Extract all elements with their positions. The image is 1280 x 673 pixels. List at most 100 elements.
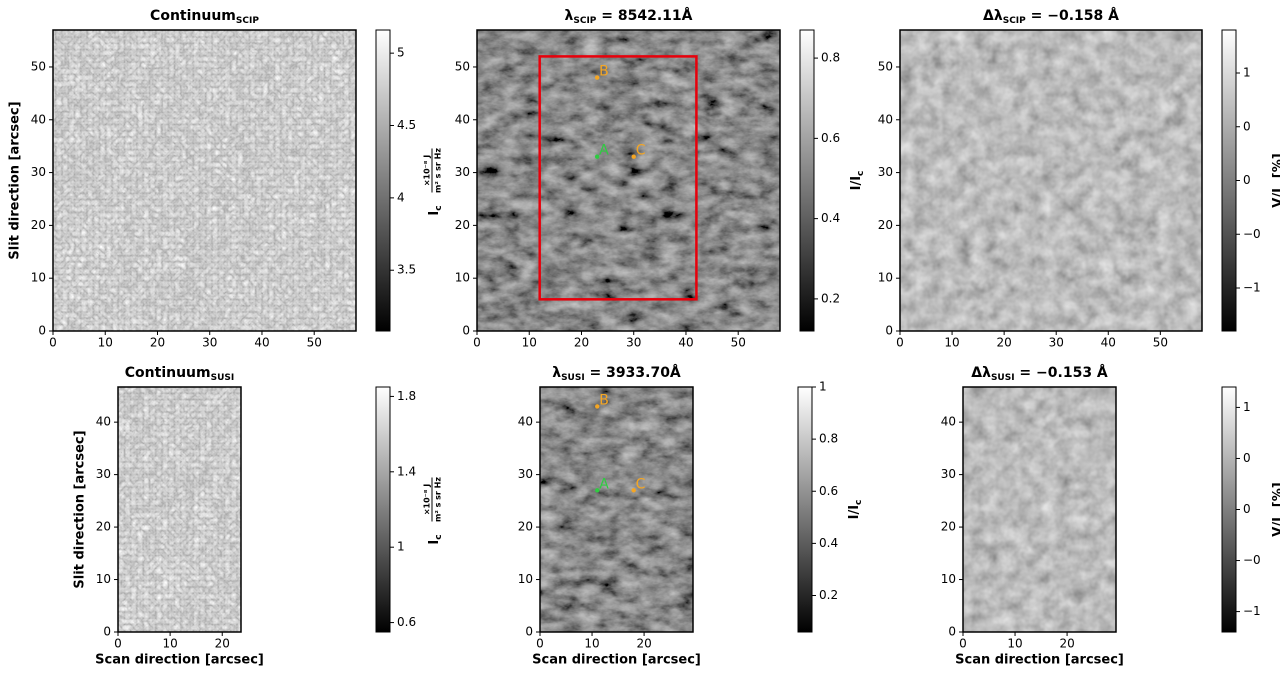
colorbar-tick-label: 0 [1243,173,1251,187]
colorbar-label-main: I [427,540,442,545]
y-tick-label: 50 [878,59,893,73]
colorbar-tick-label: 0 [1243,502,1251,516]
point-label: B [599,392,609,408]
colorbar [797,386,813,633]
colorbar-unit-bottom: m² s sr Hz [434,148,443,193]
y-tick-label: 10 [31,271,46,285]
y-tick-label: 0 [462,324,470,338]
colorbar-label-main: V/I [1271,188,1280,208]
y-tick-label: 40 [31,112,46,126]
x-tick-label: 10 [522,336,537,350]
y-tick-label: 10 [518,572,533,586]
y-tick-label: 20 [96,520,111,534]
point-marker [594,154,600,159]
x-tick-label: 10 [584,637,599,651]
colorbar-tick-label: 0.2 [821,291,840,305]
colorbar-tick-label: −1 [1243,604,1261,618]
image [900,30,1202,331]
y-tick-label: 50 [455,59,470,73]
image [53,30,356,331]
panel-title-sub: SUSI [561,373,585,383]
panel-title-rest: = 3933.70Å [585,364,681,381]
colorbar [375,386,391,633]
y-axis-label: Slit direction [arcsec] [8,101,23,259]
x-tick-label: 50 [731,336,746,350]
panel-title: ContinuumSUSI [125,365,234,383]
colorbar-unit-top: ×10⁻⁸ J [423,484,432,515]
x-tick-label: 30 [626,336,641,350]
x-tick-label: 20 [215,637,230,651]
panel-title: ΔλSCIP = −0.158 Å [983,7,1119,26]
x-tick-label: 40 [678,336,693,350]
panel-title-rest: = −0.158 Å [1026,7,1119,24]
colorbar-unit-bottom: m² s sr Hz [434,477,443,522]
point-marker [631,488,636,493]
colorbar-tick-label: 0.6 [821,131,840,145]
colorbar-label-sub: c [854,500,864,505]
colorbar-tick-label: 1 [1243,66,1251,80]
x-axis-label: Scan direction [arcsec] [955,653,1124,668]
y-tick-label: 10 [96,572,111,586]
x-tick-label: 20 [150,336,165,350]
y-tick-label: 40 [455,112,470,126]
x-tick-label: 10 [98,336,113,350]
x-tick-label: 50 [1153,336,1168,350]
x-tick-label: 0 [896,336,904,350]
axes-frame [962,386,1117,633]
panel-title-sub: SCIP [1003,16,1026,26]
colorbar-label-rest: [%] [1271,482,1280,511]
image [963,387,1116,632]
colorbar-label-sub: c [434,205,444,210]
colorbar-label-sub: c [1278,512,1280,517]
colorbar-label: Ic [427,534,444,544]
point-marker [631,154,636,159]
panel-title-main: λ [552,365,561,381]
y-tick-label: 20 [455,218,470,232]
panel-title-sub: SUSI [991,373,1015,383]
image [540,387,693,632]
colorbar-label-main: I [427,211,442,216]
x-axis-label: Scan direction [arcsec] [95,653,264,668]
y-tick-label: 20 [518,520,533,534]
y-tick-label: 0 [103,625,111,639]
colorbar-tick-label: 4 [397,190,405,204]
x-tick-label: 10 [944,336,959,350]
panel-title: ContinuumSCIP [150,8,259,26]
y-tick-label: 30 [96,467,111,481]
x-tick-label: 10 [1007,637,1022,651]
colorbar-tick-label: 5 [397,46,405,60]
x-tick-label: 40 [254,336,269,350]
axes-frame [899,29,1203,332]
y-tick-label: 0 [38,324,46,338]
y-tick-label: 30 [941,467,956,481]
panel-title-sub: SCIP [573,16,596,26]
panel-title-main: Δλ [983,8,1003,24]
colorbar-tick-label: 1.8 [397,389,416,403]
colorbar-label-main: I/I [849,176,864,190]
x-tick-label: 40 [1101,336,1116,350]
colorbar-unit-top: ×10⁻⁸ J [423,155,432,186]
x-tick-label: 30 [202,336,217,350]
colorbar-tick-label: 0.4 [819,536,838,550]
panel-title-main: λ [565,8,574,24]
y-tick-label: 20 [878,218,893,232]
y-tick-label: 0 [525,625,533,639]
colorbar-label: Ic [427,205,444,215]
axes-frame [539,386,694,633]
panel-title-sub: SUSI [211,373,235,383]
image [477,30,780,331]
point-label: C [636,476,646,492]
region-box [538,55,698,301]
colorbar-label: V/Ic [%] [1271,153,1280,207]
colorbar-tick-label: 1 [397,540,405,554]
colorbar-tick-label: −0 [1243,227,1261,241]
x-tick-label: 0 [536,637,544,651]
panel-title: ΔλSUSI = −0.153 Å [971,364,1108,383]
colorbar-label: I/Ic [849,171,866,191]
y-tick-label: 30 [518,467,533,481]
y-tick-label: 0 [948,625,956,639]
colorbar-label-sub: c [1278,183,1280,188]
x-tick-label: 10 [162,637,177,651]
colorbar-tick-label: 1 [819,380,827,394]
